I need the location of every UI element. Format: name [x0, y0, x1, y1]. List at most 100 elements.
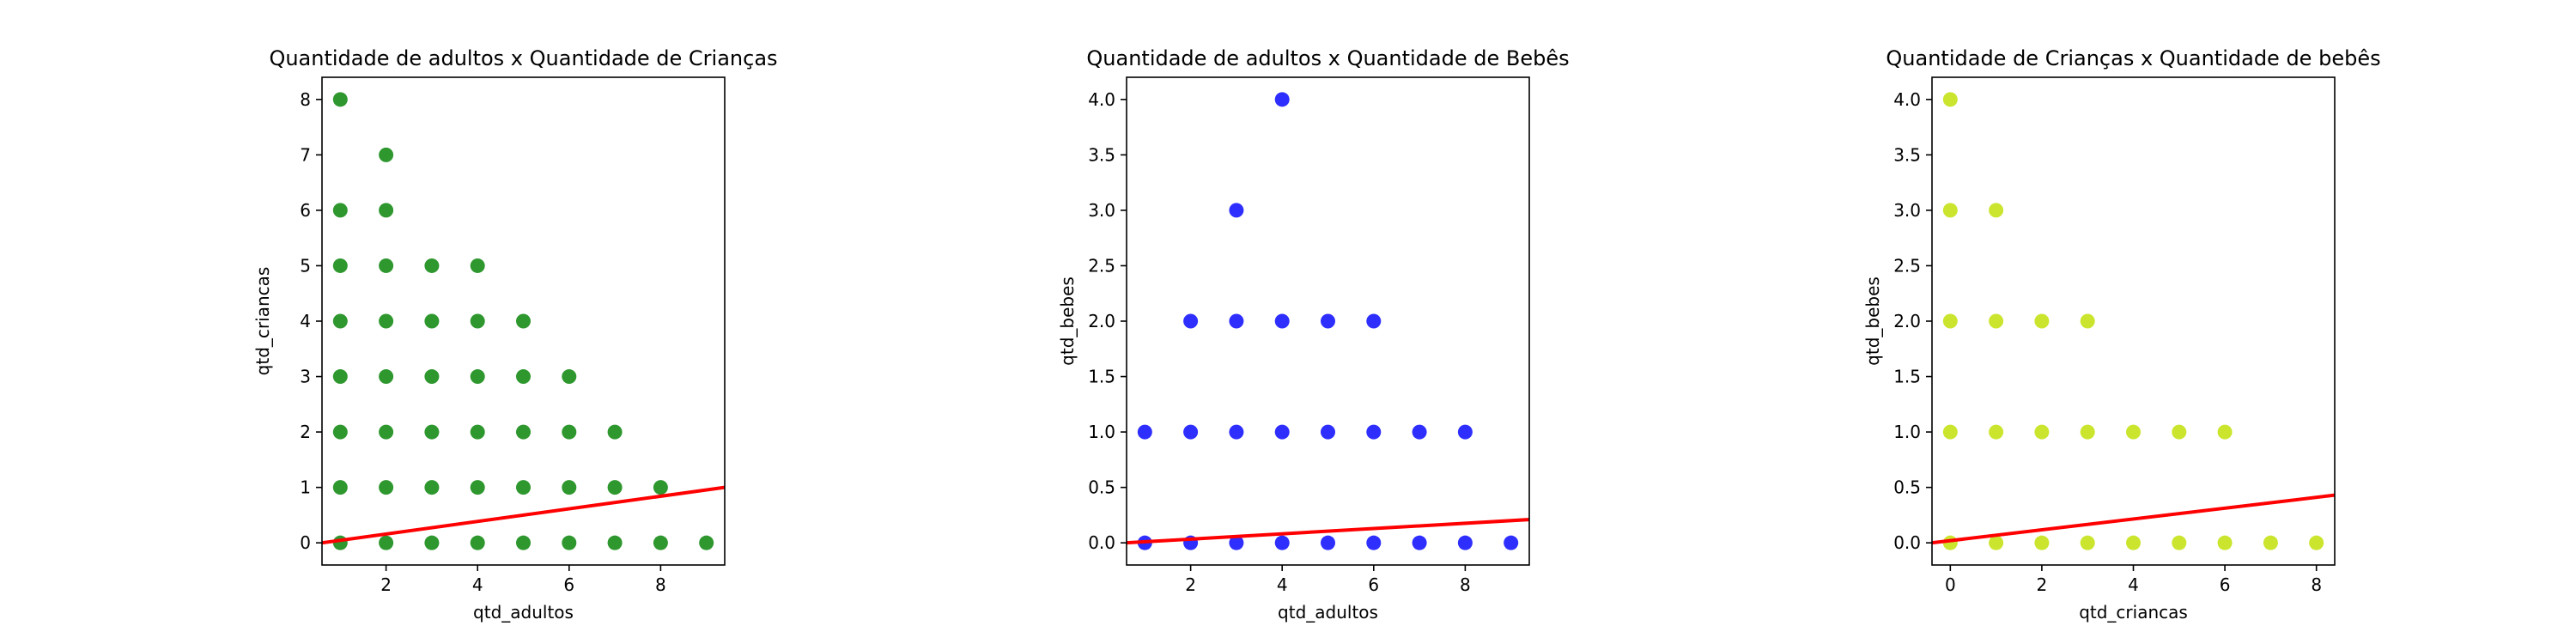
scatter-point — [424, 424, 440, 440]
y-tick-label: 1.5 — [1893, 367, 1921, 387]
scatter-point — [470, 369, 485, 385]
y-tick-label: 2.0 — [1088, 311, 1115, 331]
scatter-point — [699, 535, 714, 550]
scatter-point — [2034, 535, 2050, 550]
scatter-point — [379, 424, 394, 440]
scatter-point — [653, 535, 668, 550]
scatter-point — [1274, 535, 1290, 550]
scatter-point — [332, 313, 348, 329]
scatter-points — [332, 92, 714, 550]
scatter-point — [1412, 424, 1427, 440]
scatter-point — [2080, 313, 2095, 329]
scatter-point — [1274, 92, 1290, 107]
scatter-point — [1942, 424, 1958, 440]
scatter-point — [562, 369, 577, 385]
chart-panel-2: 2 4 6 8 0.0 0.5 1.0 1.5 2.0 2.5 3.0 3.5 4.0 Quantidad… — [1057, 46, 1570, 623]
scatter-point — [2217, 535, 2233, 550]
scatter-point — [516, 480, 531, 495]
chart-title: Quantidade de Crianças x Quantidade de b… — [1886, 46, 2380, 70]
scatter-point — [424, 369, 440, 385]
scatter-point — [2172, 424, 2187, 440]
scatter-point — [379, 203, 394, 218]
chart-title: Quantidade de adultos x Quantidade de Cr… — [269, 46, 777, 70]
scatter-point — [1137, 424, 1152, 440]
x-tick-label: 2 — [2037, 574, 2048, 595]
y-tick-label: 4.0 — [1088, 89, 1115, 110]
scatter-point — [1989, 313, 2004, 329]
scatter-point — [1274, 424, 1290, 440]
scatter-point — [332, 92, 348, 107]
x-tick-label: 2 — [1185, 574, 1196, 595]
scatter-point — [424, 258, 440, 273]
y-tick-label: 5 — [300, 255, 311, 276]
y-tick-label: 2.5 — [1088, 255, 1115, 276]
scatter-point — [516, 535, 531, 550]
x-tick-label: 8 — [655, 574, 666, 595]
x-axis-label: qtd_criancas — [2079, 602, 2188, 623]
scatter-point — [379, 480, 394, 495]
scatter-point — [1989, 535, 2004, 550]
scatter-point — [332, 258, 348, 273]
scatter-point — [653, 480, 668, 495]
scatter-point — [562, 480, 577, 495]
scatter-point — [332, 369, 348, 385]
scatter-point — [1229, 535, 1244, 550]
y-tick-label: 2.5 — [1893, 255, 1921, 276]
x-axis-label: qtd_adultos — [1278, 602, 1378, 623]
scatter-point — [424, 535, 440, 550]
x-tick-label: 6 — [1368, 574, 1379, 595]
y-tick-label: 0.0 — [1088, 532, 1115, 553]
scatter-point — [1366, 424, 1382, 440]
y-tick-label: 8 — [300, 89, 311, 110]
scatter-point — [379, 369, 394, 385]
scatter-point — [516, 424, 531, 440]
scatter-point — [2263, 535, 2278, 550]
y-tick-label: 7 — [300, 144, 311, 165]
y-axis-label: qtd_bebes — [1057, 276, 1078, 366]
scatter-point — [562, 424, 577, 440]
x-tick-label: 2 — [380, 574, 392, 595]
scatter-point — [2126, 424, 2141, 440]
scatter-point — [470, 258, 485, 273]
scatter-points — [1137, 92, 1519, 550]
scatter-point — [379, 147, 394, 162]
y-tick-label: 0.5 — [1088, 477, 1115, 498]
scatter-point — [1321, 313, 1335, 329]
scatter-point — [2126, 535, 2141, 550]
x-tick-label: 6 — [2220, 574, 2231, 595]
regression-line — [322, 485, 725, 545]
scatter-point — [470, 313, 485, 329]
y-tick-label: 1.5 — [1088, 367, 1115, 387]
scatter-point — [2309, 535, 2324, 550]
scatter-point — [562, 535, 577, 550]
scatter-point — [2080, 424, 2095, 440]
y-tick-label: 1.0 — [1893, 422, 1921, 442]
scatter-point — [424, 313, 440, 329]
scatter-point — [2080, 535, 2095, 550]
scatter-point — [332, 480, 348, 495]
x-tick-label: 6 — [563, 574, 574, 595]
y-tick-label: 4 — [300, 311, 311, 331]
scatter-point — [607, 424, 623, 440]
x-axis-label: qtd_adultos — [473, 602, 574, 623]
chart-panel-1: 2 4 6 8 0 1 2 3 4 5 6 7 8 Quantidade de adultos x Qua… — [252, 46, 778, 623]
regression-line — [1932, 493, 2335, 545]
y-tick-label: 2 — [300, 422, 311, 442]
scatter-point — [1366, 535, 1382, 550]
scatter-point — [516, 313, 531, 329]
scatter-point — [2034, 313, 2050, 329]
chart-title: Quantidade de adultos x Quantidade de Be… — [1086, 46, 1569, 70]
scatter-point — [379, 535, 394, 550]
scatter-point — [2034, 424, 2050, 440]
scatter-point — [379, 313, 394, 329]
y-tick-label: 0 — [300, 532, 311, 553]
scatter-point — [1412, 535, 1427, 550]
y-tick-label: 3.0 — [1088, 200, 1115, 221]
scatter-point — [470, 535, 485, 550]
y-tick-label: 2.0 — [1893, 311, 1921, 331]
x-tick-label: 4 — [2128, 574, 2139, 595]
scatter-point — [1183, 313, 1199, 329]
y-tick-label: 1 — [300, 477, 311, 498]
scatter-point — [470, 480, 485, 495]
x-tick-label: 8 — [2311, 574, 2322, 595]
